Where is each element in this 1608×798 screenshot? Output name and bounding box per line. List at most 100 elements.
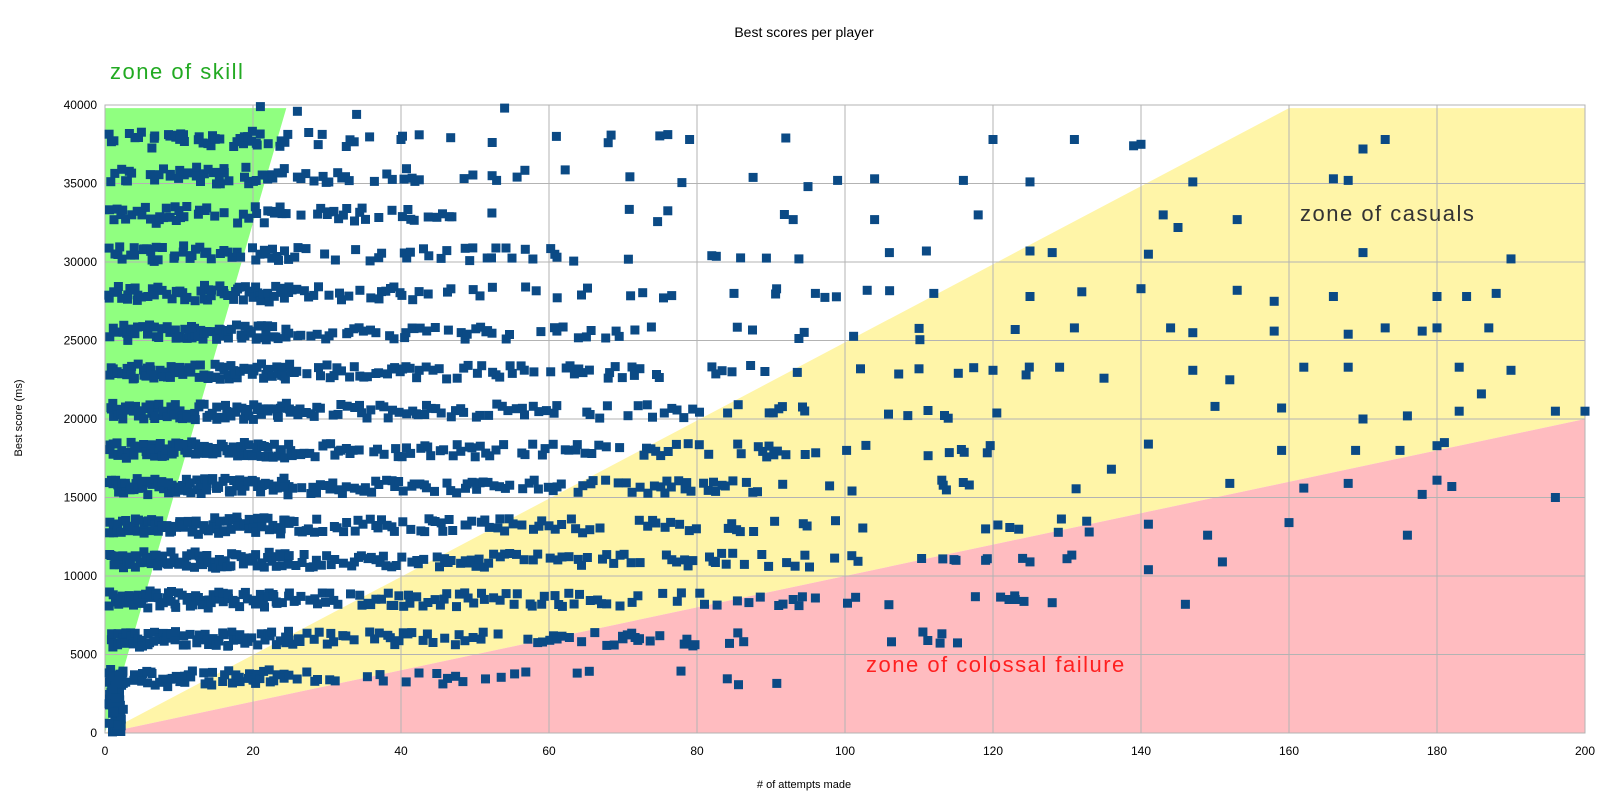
data-point <box>169 253 179 263</box>
data-point <box>140 202 150 212</box>
data-point <box>326 439 336 449</box>
data-point <box>558 322 568 332</box>
data-point <box>142 554 151 564</box>
data-point <box>190 415 200 425</box>
data-point <box>309 176 319 186</box>
data-point <box>153 561 163 571</box>
data-point <box>1454 406 1464 416</box>
data-point <box>391 561 401 570</box>
data-point <box>406 524 416 534</box>
data-point <box>458 677 468 687</box>
data-point <box>1188 328 1198 338</box>
data-point <box>296 210 306 220</box>
data-point <box>328 478 338 488</box>
data-point <box>111 475 121 485</box>
data-point <box>202 635 212 645</box>
data-point <box>469 598 479 608</box>
data-point <box>446 284 456 294</box>
data-point <box>192 162 202 172</box>
y-axis-label: Best score (ms) <box>13 379 25 456</box>
data-point <box>277 362 287 372</box>
data-point <box>150 444 159 454</box>
data-point <box>186 488 196 498</box>
data-point <box>328 328 338 338</box>
data-point <box>312 514 322 524</box>
data-point <box>569 599 579 609</box>
data-point <box>615 443 625 453</box>
data-point <box>422 400 431 410</box>
data-point <box>389 334 399 344</box>
data-point <box>215 281 225 291</box>
data-point <box>149 290 159 300</box>
data-point <box>137 598 146 608</box>
data-point <box>288 483 298 493</box>
data-point <box>557 631 567 641</box>
data-point <box>200 474 210 484</box>
data-point <box>181 561 191 571</box>
data-point <box>799 327 809 337</box>
data-point <box>247 369 257 379</box>
data-point <box>279 293 289 303</box>
data-point <box>683 561 693 571</box>
data-point <box>226 324 236 334</box>
data-point <box>293 243 303 253</box>
data-point <box>1439 438 1449 448</box>
data-point <box>257 359 266 369</box>
data-point <box>284 670 294 680</box>
data-point <box>302 369 312 379</box>
data-point <box>149 636 159 646</box>
data-point <box>770 516 780 526</box>
data-point <box>521 282 531 292</box>
data-point <box>123 335 133 345</box>
data-point <box>126 368 136 378</box>
data-point <box>517 403 527 413</box>
data-point <box>350 526 360 536</box>
data-point <box>725 638 734 648</box>
y-tick-label: 15000 <box>64 491 98 505</box>
data-point <box>518 484 528 494</box>
data-point <box>660 522 670 532</box>
data-point <box>435 600 445 610</box>
data-point <box>160 451 170 461</box>
data-point <box>462 329 472 339</box>
data-point <box>279 552 289 561</box>
data-point <box>602 401 612 411</box>
data-point <box>711 486 721 496</box>
data-point <box>672 405 682 415</box>
data-point <box>717 366 727 376</box>
data-point <box>658 588 668 598</box>
data-point <box>304 292 314 302</box>
data-point <box>108 642 118 652</box>
data-point <box>114 487 124 497</box>
data-point <box>274 255 283 265</box>
data-point <box>686 486 696 496</box>
data-point <box>1299 362 1309 372</box>
data-point <box>1380 135 1390 144</box>
data-point <box>1299 483 1309 493</box>
data-point <box>257 522 267 532</box>
data-point <box>505 330 514 339</box>
data-point <box>268 244 277 254</box>
data-point <box>190 408 200 418</box>
data-point <box>244 179 254 189</box>
data-point <box>764 561 774 571</box>
data-point <box>236 552 246 562</box>
data-point <box>1084 527 1094 537</box>
data-point <box>151 242 161 252</box>
data-point <box>385 633 395 643</box>
data-point <box>442 478 452 488</box>
data-point <box>451 671 461 681</box>
data-point <box>219 362 229 372</box>
data-point <box>842 445 852 455</box>
data-point <box>436 253 446 263</box>
data-point <box>342 401 352 411</box>
data-point <box>727 519 737 529</box>
data-point <box>119 488 129 498</box>
data-point <box>185 629 195 639</box>
data-point <box>232 512 242 522</box>
data-point <box>1506 254 1516 264</box>
data-point <box>138 483 148 493</box>
data-point <box>400 333 410 343</box>
data-point <box>476 634 486 644</box>
data-point <box>208 474 218 484</box>
